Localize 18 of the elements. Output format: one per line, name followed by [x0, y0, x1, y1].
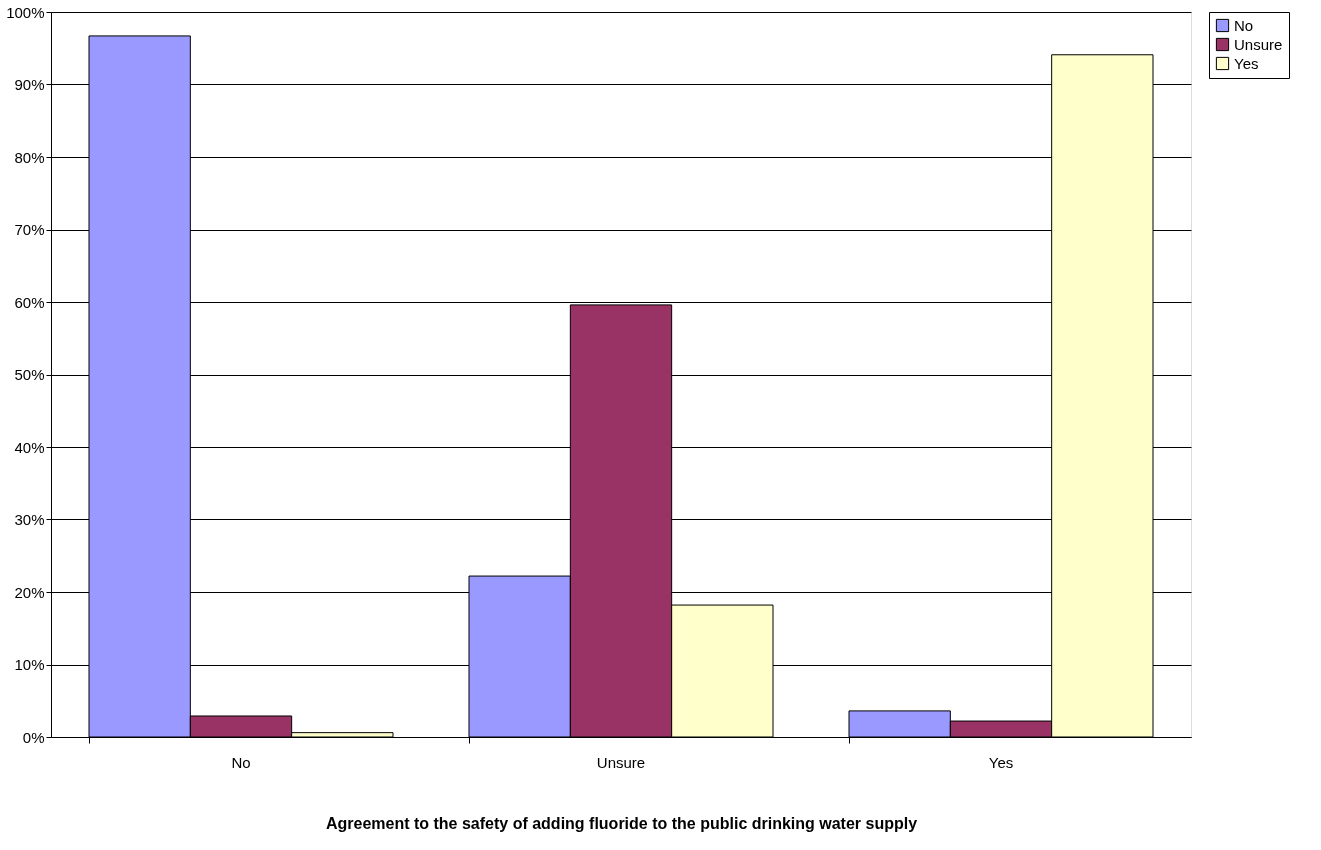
- x-axis-title: Agreement to the safety of adding fluoride to the public drinking water supply: [325, 814, 918, 832]
- x-tick-label: Yes: [988, 753, 1014, 771]
- y-tick-label: 0%: [22, 728, 45, 746]
- y-tick-label: 60%: [14, 293, 45, 311]
- y-tick-label: 30%: [14, 511, 45, 528]
- y-tick-label: 10%: [14, 656, 45, 673]
- y-tick-label: 100%: [6, 3, 45, 21]
- y-tick-label: 20%: [14, 583, 45, 601]
- legend-label: Yes: [1234, 54, 1259, 72]
- y-tick-label: 40%: [14, 438, 45, 456]
- y-tick-label: 80%: [14, 148, 45, 166]
- x-tick-label: Unsure: [596, 753, 646, 771]
- x-tick-label: No: [231, 753, 251, 771]
- y-tick-label: 70%: [14, 221, 45, 238]
- legend-label: Unsure: [1234, 35, 1283, 53]
- y-tick-label: 50%: [14, 366, 45, 383]
- y-tick-label: 90%: [14, 76, 45, 93]
- legend-label: No: [1234, 16, 1254, 34]
